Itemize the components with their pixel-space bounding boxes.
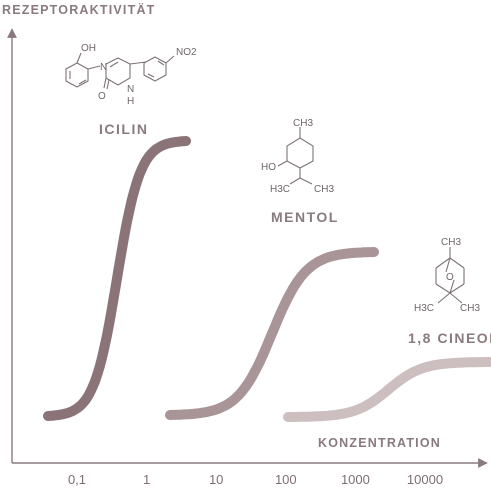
x-tick-label: 10000 [407,472,443,487]
x-tick-label: 1000 [341,472,370,487]
series-line-3 [283,357,491,422]
series-line-2 [165,247,379,420]
mentol-molecule [277,127,314,185]
mentol-atom-ho: HO [261,162,276,173]
x-tick-label: 100 [275,472,297,487]
cineol-atom-o: O [446,272,454,283]
mentol-atom-ch3-right: CH3 [314,184,334,195]
x-tick-labels: 0,1 1 10 100 1000 10000 [68,472,443,487]
cineol-atom-h3c: H3C [414,303,434,314]
series-label-cineol: 1,8 CINEOL [408,330,491,346]
series-label-icilin: ICILIN [99,121,148,137]
x-axis-title: KONZENTRATION [318,436,441,450]
icilin-molecule [65,52,175,90]
icilin-atom-h: H [127,96,134,107]
series-line-1 [43,136,191,421]
icilin-atom-oh: OH [81,43,96,54]
x-tick-label: 1 [143,472,150,487]
icilin-atom-o: O [98,91,106,102]
cineol-atom-ch3-right: CH3 [460,303,480,314]
cineol-atom-ch3-top: CH3 [441,237,461,248]
series-label-mentol: MENTOL [271,209,339,225]
x-tick-label: 0,1 [68,472,86,487]
icilin-atom-no2: NO2 [176,47,197,58]
series-curves [43,136,491,422]
mentol-atom-ch3-top: CH3 [293,118,313,129]
cineol-molecule [435,247,465,304]
mentol-atom-h3c: H3C [270,184,290,195]
y-axis-title: REZEPTORAKTIVITÄT [2,2,156,17]
x-tick-label: 10 [209,472,223,487]
icilin-atom-n2: N [127,84,134,95]
icilin-atom-n1: N [100,62,107,73]
